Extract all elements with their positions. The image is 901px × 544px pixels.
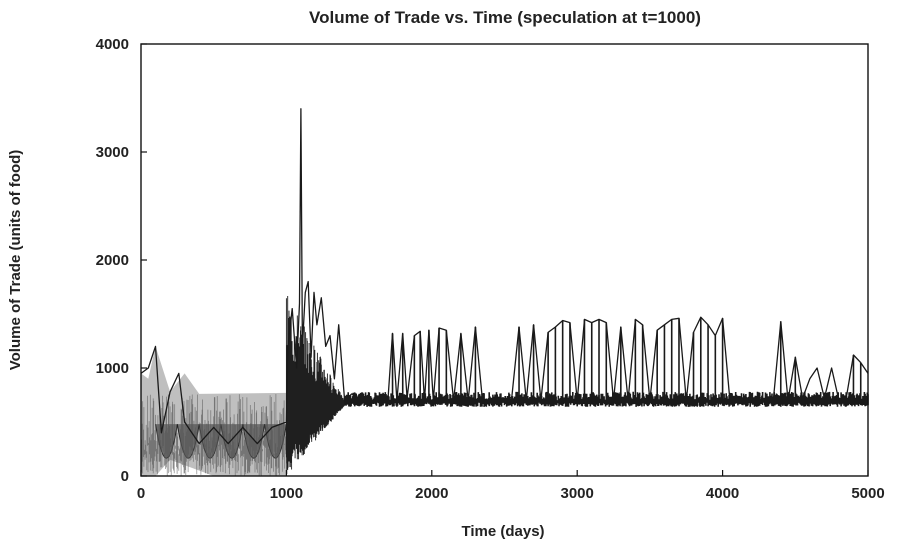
x-tick-label: 2000 bbox=[415, 485, 448, 502]
x-tick-label: 5000 bbox=[851, 485, 884, 502]
x-tick-label: 0 bbox=[137, 485, 145, 502]
y-tick-label: 4000 bbox=[96, 36, 129, 53]
chart-title: Volume of Trade vs. Time (speculation at… bbox=[309, 8, 701, 27]
volume-series-line bbox=[140, 108, 869, 445]
axis-ticks: 0 1000 2000 3000 4000 5000 0 1000 2000 3000 4000 bbox=[96, 36, 885, 502]
y-tick-label: 1000 bbox=[96, 360, 129, 377]
plot-area bbox=[140, 108, 869, 476]
x-tick-label: 1000 bbox=[270, 485, 303, 502]
y-axis-label: Volume of Trade (units of food) bbox=[7, 150, 24, 371]
y-tick-label: 3000 bbox=[96, 144, 129, 161]
transition-noise bbox=[285, 296, 345, 475]
x-tick-label: 3000 bbox=[561, 485, 594, 502]
y-tick-label: 2000 bbox=[96, 252, 129, 269]
y-tick-label: 0 bbox=[121, 468, 129, 485]
x-axis-label: Time (days) bbox=[461, 523, 544, 540]
x-tick-label: 4000 bbox=[706, 485, 739, 502]
